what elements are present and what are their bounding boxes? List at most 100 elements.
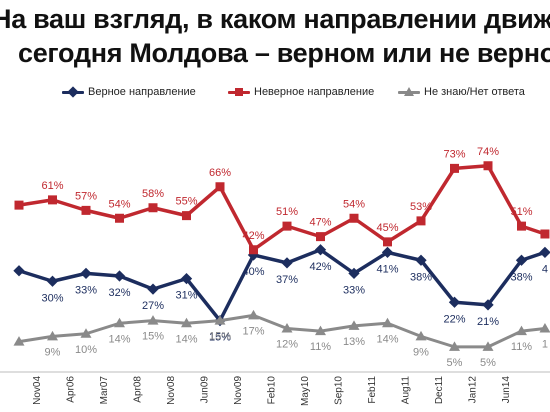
legend-marker-correct bbox=[62, 86, 84, 98]
legend-item-dont-know: Не знаю/Нет ответа bbox=[398, 86, 525, 98]
data-point-s1-15 bbox=[517, 221, 526, 231]
data-point-s1-0 bbox=[14, 200, 24, 210]
data-point-s1-4 bbox=[148, 203, 158, 213]
data-point-s0-15 bbox=[515, 254, 528, 266]
x-tick-label-12: Dec11 bbox=[434, 376, 445, 405]
data-point-s2-8 bbox=[281, 323, 293, 333]
data-point-s2-3 bbox=[114, 317, 125, 328]
data-point-s0-10 bbox=[348, 267, 360, 280]
data-label-s1-7: 42% bbox=[242, 230, 264, 242]
chart-title-line-1: На ваш взгляд, в каком направлении движе bbox=[0, 4, 550, 34]
x-tick-label-3: Apr08 bbox=[132, 376, 143, 403]
data-label-s0-7: 40% bbox=[242, 266, 264, 278]
data-point-s0-0 bbox=[13, 265, 25, 277]
data-point-s2-15 bbox=[516, 325, 527, 336]
legend-label-incorrect: Неверное направление bbox=[254, 86, 375, 98]
title-box: На ваш взгляд, в каком направлении движе… bbox=[0, 0, 550, 78]
x-tick-label-1: Apr06 bbox=[65, 376, 76, 403]
data-label-s2-15: 11% bbox=[511, 341, 532, 353]
data-label-s0-16: 4 bbox=[542, 263, 548, 275]
data-label-s0-3: 32% bbox=[108, 287, 130, 299]
data-label-s0-1: 30% bbox=[41, 292, 63, 304]
data-point-s1-14 bbox=[483, 161, 493, 171]
x-tick-label-10: Feb11 bbox=[367, 376, 378, 404]
data-label-s1-4: 58% bbox=[142, 188, 164, 200]
data-point-s1-13 bbox=[450, 163, 459, 173]
data-point-s0-12 bbox=[415, 254, 427, 266]
data-label-s2-4: 15% bbox=[142, 331, 164, 343]
data-label-s1-6: 66% bbox=[209, 167, 231, 179]
x-tick-label-14: Jun14 bbox=[501, 376, 512, 404]
legend-item-incorrect: Неверное направление bbox=[228, 86, 374, 98]
data-label-s0-12: 38% bbox=[410, 271, 432, 283]
data-point-s1-16 bbox=[540, 229, 550, 239]
x-tick-labels: Nov04 Apr06 Mar07 Apr08 Nov08 Jun09 Nov09 Feb10… bbox=[32, 376, 512, 406]
data-point-s0-11 bbox=[381, 246, 394, 259]
data-label-s2-16: 1 bbox=[542, 339, 548, 351]
data-point-s2-2 bbox=[80, 328, 92, 338]
x-tick-label-5: Jun09 bbox=[199, 376, 210, 404]
data-point-s0-5 bbox=[180, 272, 193, 285]
data-label-s1-8: 51% bbox=[276, 206, 298, 218]
data-label-s0-13: 22% bbox=[443, 313, 465, 325]
data-point-s2-11 bbox=[382, 317, 393, 328]
data-point-s0-3 bbox=[113, 270, 126, 282]
data-point-s0-2 bbox=[80, 267, 92, 280]
data-point-s1-11 bbox=[383, 237, 392, 247]
data-label-s2-2: 10% bbox=[75, 344, 97, 356]
data-label-s1-10: 54% bbox=[343, 198, 365, 210]
data-point-s1-1 bbox=[48, 195, 57, 205]
chart-title-line-2: сегодня Молдова – верном или не верном bbox=[18, 38, 550, 68]
data-label-s2-5: 14% bbox=[175, 333, 197, 345]
x-tick-label-4: Nov08 bbox=[166, 376, 177, 405]
data-label-s2-1: 9% bbox=[45, 346, 61, 358]
data-point-s0-4 bbox=[147, 283, 159, 295]
data-label-s1-1: 61% bbox=[41, 180, 63, 192]
chart-legend: Верное направление Неверное направление … bbox=[0, 86, 550, 110]
data-label-s2-6: 15% bbox=[209, 331, 231, 343]
data-label-s2-7: 17% bbox=[242, 325, 264, 337]
data-point-s2-1 bbox=[47, 330, 58, 341]
data-point-s0-1 bbox=[46, 275, 59, 287]
x-tick-label-9: Sep10 bbox=[333, 376, 344, 405]
data-label-s2-8: 12% bbox=[276, 339, 298, 351]
x-tick-label-7: Feb10 bbox=[266, 376, 277, 405]
data-point-s1-10 bbox=[349, 213, 359, 223]
data-label-layer: 30%33% 32%27%31%15%40%37%42%33%41%38%22% 2… bbox=[41, 146, 548, 369]
data-point-s1-2 bbox=[81, 205, 91, 215]
data-point-s1-9 bbox=[316, 232, 325, 242]
data-label-s1-5: 55% bbox=[175, 196, 197, 208]
data-label-s1-9: 47% bbox=[309, 217, 331, 229]
data-label-s0-14: 21% bbox=[477, 316, 499, 328]
data-point-s2-0 bbox=[13, 336, 25, 346]
data-point-s2-5 bbox=[181, 317, 192, 328]
data-point-s2-7 bbox=[248, 309, 259, 320]
data-label-s1-3: 54% bbox=[108, 198, 130, 210]
data-label-s0-10: 33% bbox=[343, 284, 365, 296]
data-point-s0-14 bbox=[482, 299, 494, 311]
x-tick-label-11: Aug11 bbox=[400, 376, 411, 405]
legend-label-dont-know: Не знаю/Нет ответа bbox=[424, 86, 525, 98]
data-label-s1-15: 51% bbox=[510, 206, 532, 218]
data-label-s1-13: 73% bbox=[443, 148, 465, 160]
x-tick-label-2: Mar07 bbox=[99, 376, 110, 405]
data-label-s2-13: 5% bbox=[447, 357, 463, 369]
data-label-s0-2: 33% bbox=[75, 284, 97, 296]
x-tick-label-6: Nov09 bbox=[233, 376, 244, 405]
data-point-s2-10 bbox=[348, 320, 360, 330]
data-label-s0-11: 41% bbox=[376, 263, 398, 275]
data-point-s2-4 bbox=[147, 315, 159, 325]
data-point-s2-9 bbox=[315, 325, 326, 336]
data-point-s0-9 bbox=[314, 244, 327, 256]
data-label-s0-6: 15% bbox=[209, 332, 231, 344]
legend-label-correct: Верное направление bbox=[88, 86, 196, 98]
data-label-s1-11: 45% bbox=[376, 222, 398, 234]
legend-item-correct: Верное направление bbox=[62, 86, 196, 98]
data-label-s2-9: 11% bbox=[310, 341, 331, 353]
data-point-s1-6 bbox=[215, 182, 225, 192]
data-label-s1-2: 57% bbox=[75, 190, 97, 202]
data-point-s1-12 bbox=[416, 216, 426, 226]
x-tick-label-8: May10 bbox=[300, 376, 311, 406]
data-label-s0-9: 42% bbox=[309, 261, 331, 273]
data-point-s1-7 bbox=[249, 245, 258, 255]
